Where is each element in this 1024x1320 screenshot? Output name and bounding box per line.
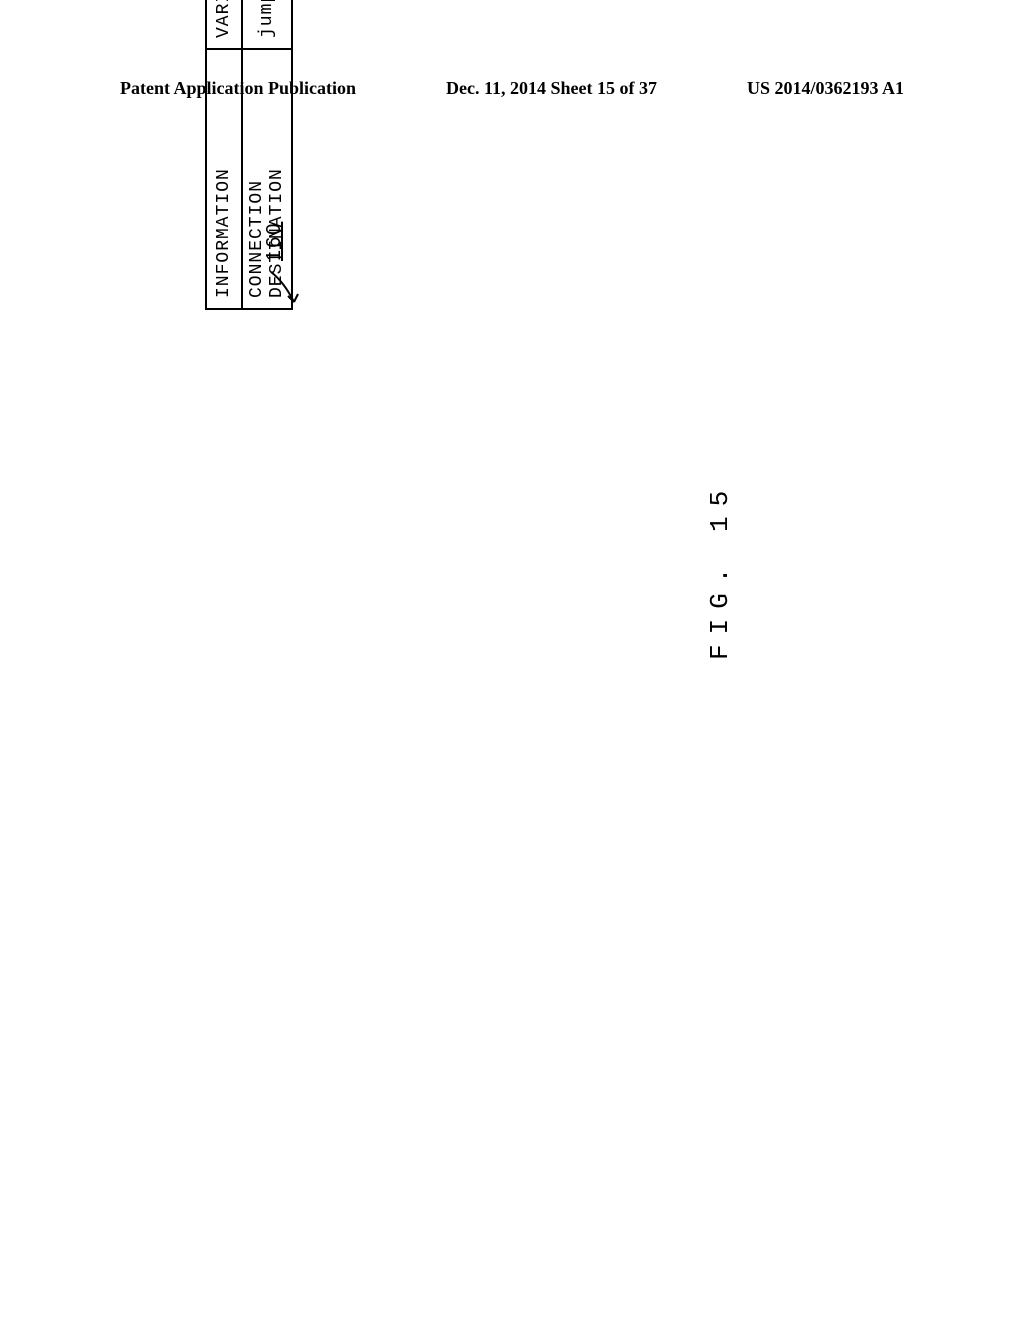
table-cell: jump <box>242 0 292 49</box>
table-row: INFORMATION VARIABLE <box>206 0 242 309</box>
header-center-text: Dec. 11, 2014 Sheet 15 of 37 <box>446 78 657 99</box>
table-header-cell: VARIABLE <box>206 0 242 49</box>
table-header-cell: INFORMATION <box>206 49 242 309</box>
page-header: Patent Application Publication Dec. 11, … <box>0 78 1024 99</box>
table-cell: CONNECTION DESTINATION <box>242 49 292 309</box>
figure-label: FIG. 15 <box>705 481 735 660</box>
header-right-text: US 2014/0362193 A1 <box>747 78 904 99</box>
figure-table: INFORMATION VARIABLE CONNECTION DESTINAT… <box>205 0 293 310</box>
data-table: INFORMATION VARIABLE CONNECTION DESTINAT… <box>205 0 293 310</box>
table-row: CONNECTION DESTINATION jump <box>242 0 292 309</box>
